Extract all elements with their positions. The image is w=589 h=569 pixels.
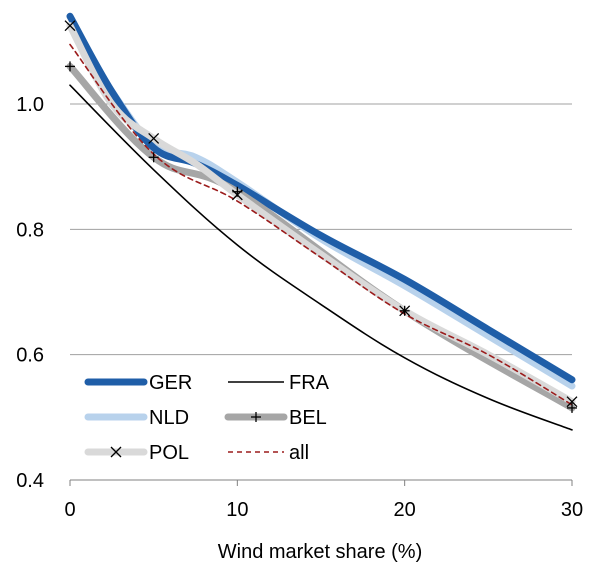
legend-label-ger: GER [149,372,192,394]
x-marker [64,20,76,32]
legend-label-pol: POL [149,442,189,464]
y-tick-label: 0.6 [16,345,44,367]
series-line-all [69,43,573,406]
x-tick-label: 0 [64,499,75,521]
y-tick-label: 1.0 [16,94,44,116]
x-marker [148,133,160,144]
x-tick-label: 20 [394,499,416,521]
x-marker [399,305,411,317]
legend-label-all: all [289,442,309,464]
legend: GER FRA NLD BEL POL all [84,372,330,464]
legend-label-nld: NLD [149,407,189,429]
series-line-ger [66,12,576,384]
y-tick-label: 0.8 [16,219,44,241]
series-line-bel [66,62,576,412]
x-marker [231,189,243,201]
x-tick-label: 30 [561,499,583,521]
x-axis-label: Wind market share (%) [218,541,423,563]
series-line-fra [69,84,573,431]
series-line-pol [66,22,576,406]
legend-label-fra: FRA [289,372,330,394]
x-tick-label: 10 [226,499,248,521]
y-tick-label: 0.4 [16,470,44,492]
x-marker [566,396,578,408]
legend-label-bel: BEL [289,407,327,429]
series-layer [66,12,576,431]
tick-labels: 0.4 0.6 0.8 1.0 0 10 20 30 [16,94,583,521]
x-marker [110,446,122,458]
axes [69,479,573,486]
markers-layer [64,20,578,413]
